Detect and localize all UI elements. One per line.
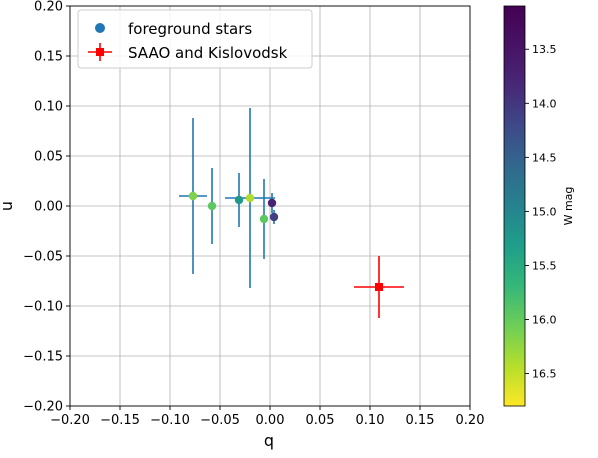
foreground-star-point xyxy=(267,198,277,208)
x-tick-label: −0.20 xyxy=(50,413,90,428)
colorbar-label: W mag xyxy=(562,187,575,226)
y-tick-label: −0.10 xyxy=(23,300,63,315)
foreground-star-point xyxy=(269,212,279,222)
y-tick-label: 0.05 xyxy=(34,150,63,165)
legend-frame xyxy=(77,9,313,69)
foreground-star-point xyxy=(188,191,198,201)
legend-marker-saao-kislovodsk xyxy=(88,43,112,61)
colorbar-tick-label: 16.0 xyxy=(532,314,557,327)
x-tick-label: −0.15 xyxy=(100,413,140,428)
y-tick-label: −0.20 xyxy=(23,400,63,415)
x-axis-label: q xyxy=(264,431,274,450)
foreground-star-point xyxy=(259,214,269,224)
saao-kislovodsk-point xyxy=(375,283,383,291)
colorbar-ticks: 13.5 14.0 14.5 15.0 15.5 16.0 16.5 xyxy=(525,43,557,381)
y-tick-label: 0.15 xyxy=(34,50,63,65)
legend: foreground stars SAAO and Kislovodsk xyxy=(77,9,313,69)
y-tick-label: 0.20 xyxy=(34,0,63,15)
foreground-star-point xyxy=(207,201,217,211)
colorbar-tick-label: 14.5 xyxy=(532,151,557,164)
x-tick-label: −0.05 xyxy=(200,413,240,428)
foreground-star-point xyxy=(245,193,255,203)
colorbar xyxy=(503,5,526,407)
x-tick-label: 0.10 xyxy=(356,413,385,428)
plot-area: −0.20 −0.15 −0.10 −0.05 0.00 0.05 0.10 0.15 0.20… xyxy=(23,0,484,428)
y-tick-label: 0.00 xyxy=(34,200,63,215)
x-tick-label: 0.20 xyxy=(456,413,485,428)
legend-label-foreground-stars: foreground stars xyxy=(128,20,252,38)
x-tick-label: 0.05 xyxy=(306,413,335,428)
y-tick-label: 0.10 xyxy=(34,100,63,115)
colorbar-tick-label: 13.5 xyxy=(532,43,557,56)
x-tick-label: 0.15 xyxy=(406,413,435,428)
y-tick-label: −0.15 xyxy=(23,350,63,365)
y-axis-label: u xyxy=(0,201,16,211)
x-tick-label: −0.10 xyxy=(150,413,190,428)
legend-marker-foreground-stars xyxy=(95,23,105,33)
colorbar-tick-label: 14.0 xyxy=(532,97,557,110)
colorbar-tick-label: 15.0 xyxy=(532,205,557,218)
legend-label-saao-kislovodsk: SAAO and Kislovodsk xyxy=(128,44,288,62)
colorbar-tick-label: 15.5 xyxy=(532,259,557,272)
x-tick-label: 0.00 xyxy=(256,413,285,428)
colorbar-tick-label: 16.5 xyxy=(532,368,557,381)
foreground-star-point xyxy=(234,195,244,205)
y-tick-label: −0.05 xyxy=(23,250,63,265)
